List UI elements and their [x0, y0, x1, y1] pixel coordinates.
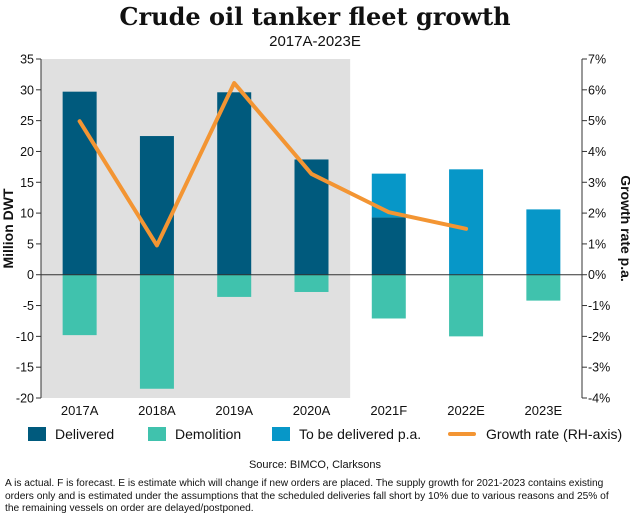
y2-tick-label: 2% [588, 207, 606, 221]
x-tick-label: 2022E [447, 403, 485, 418]
legend-swatch-delivered [28, 427, 46, 441]
bar-to-be-delivered [449, 169, 484, 275]
x-tick-label: 2021F [370, 403, 407, 418]
legend-label-demolition: Demolition [175, 426, 242, 442]
line-growth-rate [77, 81, 469, 248]
y-tick-label: 25 [20, 114, 34, 128]
bar-to-be-delivered [526, 209, 561, 275]
legend-label-to-be-delivered: To be delivered p.a. [299, 426, 422, 442]
bar-demolition [217, 274, 252, 297]
bar-delivered [217, 92, 252, 275]
bar-demolition [294, 274, 329, 292]
legend-item-delivered: Delivered [28, 426, 114, 442]
bar-delivered [294, 159, 329, 275]
legend-item-demolition: Demolition [148, 426, 241, 442]
bar-delivered [62, 91, 97, 275]
footnote-text: A is actual. F is forecast. E is estimat… [5, 478, 609, 514]
y-tick-label: -20 [16, 392, 34, 406]
bar-demolition [526, 274, 561, 301]
x-tick-label: 2023E [525, 403, 563, 418]
y2-tick-label: 7% [588, 53, 606, 67]
y-tick-label: -10 [16, 330, 34, 344]
y2-tick-label: -1% [588, 299, 610, 313]
chart-subtitle: 2017A-2023E [269, 33, 361, 50]
y-tick-label: 0 [27, 268, 34, 282]
y-tick-label: -5 [23, 299, 34, 313]
source-text: Source: BIMCO, Clarksons [248, 459, 382, 471]
bar-demolition [139, 274, 174, 389]
x-tick-label: 2018A [138, 403, 176, 418]
y-tick-label: 10 [20, 207, 34, 221]
y2-tick-label: -4% [588, 392, 610, 406]
y2-tick-label: 3% [588, 176, 606, 190]
y2-tick-label: -2% [588, 330, 610, 344]
y2-tick-label: 4% [588, 145, 606, 159]
legend-item-growth-rate: Growth rate (RH-axis) [448, 426, 622, 442]
x-tick-label: 2017A [61, 403, 99, 418]
bar-demolition [371, 274, 406, 319]
y2-tick-label: 0% [588, 268, 606, 282]
legend-line-growth-rate [448, 432, 476, 436]
y-tick-label: 15 [20, 176, 34, 190]
legend-item-to-be-delivered: To be delivered p.a. [272, 426, 421, 442]
x-tick-label: 2019A [215, 403, 253, 418]
bar-demolition [449, 274, 484, 337]
y-tick-label: 5 [27, 237, 34, 251]
y2-tick-label: 1% [588, 237, 606, 251]
bar-demolition [62, 274, 97, 336]
x-tick-label: 2020A [293, 403, 331, 418]
legend-label-growth-rate: Growth rate (RH-axis) [486, 426, 623, 442]
bar-delivered [371, 217, 406, 275]
y-tick-label: 20 [20, 145, 34, 159]
y-tick-label: 35 [20, 53, 34, 67]
y-tick-label: -15 [16, 361, 34, 375]
legend-swatch-to-be-delivered [272, 427, 290, 441]
chart-plot: -20 -15 -10 -5 0 5 10 15 20 25 30 35 -4% -3% -2% -1% 0% 1… [0, 53, 630, 419]
chart-title: Crude oil tanker fleet growth [119, 2, 511, 31]
legend-swatch-demolition [148, 427, 166, 441]
y2-tick-label: -3% [588, 361, 610, 375]
legend-label-delivered: Delivered [55, 426, 115, 442]
y2-axis-title: Growth rate p.a. [618, 175, 630, 282]
y-axis-title: Million DWT [0, 188, 16, 269]
y2-tick-label: 5% [588, 114, 606, 128]
y-tick-label: 30 [20, 83, 34, 97]
bar-delivered [139, 136, 174, 275]
chart-legend: Delivered Demolition To be delivered p.a… [0, 426, 630, 446]
y2-tick-label: 6% [588, 83, 606, 97]
